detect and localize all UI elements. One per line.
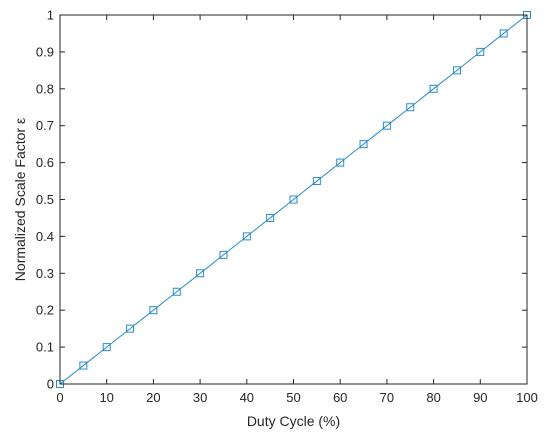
data-point xyxy=(289,195,298,204)
x-tick-label: 10 xyxy=(99,390,113,405)
data-point xyxy=(452,66,461,75)
y-tick-label: 0.7 xyxy=(36,118,54,133)
data-point xyxy=(172,287,181,296)
series-line xyxy=(59,14,528,385)
y-tick-label: 0.2 xyxy=(36,303,54,318)
y-tick-label: 1 xyxy=(47,8,54,23)
x-tick-label: 80 xyxy=(426,390,440,405)
data-point xyxy=(499,29,508,38)
y-tick-label: 0.4 xyxy=(36,229,54,244)
data-point xyxy=(102,343,111,352)
x-tick-label: 20 xyxy=(146,390,160,405)
x-tick-label: 30 xyxy=(193,390,207,405)
x-tick-label: 60 xyxy=(333,390,347,405)
y-tick-label: 0.3 xyxy=(36,266,54,281)
y-axis-label: Normalized Scale Factor ε xyxy=(12,118,28,281)
x-tick-label: 90 xyxy=(473,390,487,405)
data-point xyxy=(266,213,275,222)
y-tick-label: 0 xyxy=(47,377,54,392)
y-tick-label: 0.1 xyxy=(36,340,54,355)
plot-frame xyxy=(59,14,528,385)
data-point xyxy=(382,121,391,130)
y-tick-label: 0.9 xyxy=(36,44,54,59)
x-tick-label: 50 xyxy=(286,390,300,405)
x-tick-label: 0 xyxy=(56,390,63,405)
data-point xyxy=(406,103,415,112)
data-point xyxy=(242,232,251,241)
data-point xyxy=(429,84,438,93)
data-point xyxy=(336,158,345,167)
data-point xyxy=(219,250,228,259)
x-axis-label: Duty Cycle (%) xyxy=(247,413,340,429)
y-tick-label: 0.5 xyxy=(36,192,54,207)
data-point xyxy=(79,361,88,370)
data-point xyxy=(359,140,368,149)
y-tick-label: 0.8 xyxy=(36,81,54,96)
data-point xyxy=(196,269,205,278)
x-tick-label: 70 xyxy=(380,390,394,405)
data-point xyxy=(126,324,135,333)
data-point xyxy=(149,306,158,315)
x-tick-label: 40 xyxy=(240,390,254,405)
x-tick-label: 100 xyxy=(516,390,538,405)
data-point xyxy=(476,47,485,56)
data-point xyxy=(312,177,321,186)
y-tick-label: 0.6 xyxy=(36,155,54,170)
